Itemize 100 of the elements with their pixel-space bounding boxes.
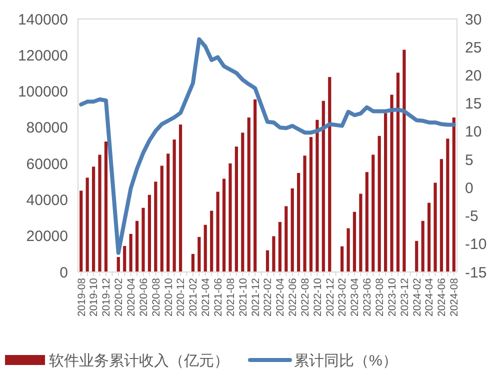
x-tick-label: 2022-02 xyxy=(262,278,274,317)
bar xyxy=(228,163,232,272)
y2-tick-label: 0 xyxy=(465,180,474,197)
x-tick-label: 2023-02 xyxy=(336,278,349,317)
x-tick-label: 2021-10 xyxy=(237,278,250,317)
bar xyxy=(172,140,176,272)
bar xyxy=(92,166,96,272)
y2-tick-label: -15 xyxy=(465,264,487,282)
bar xyxy=(365,172,368,272)
x-tick-label: 2019-08 xyxy=(76,278,88,317)
bar xyxy=(116,257,120,272)
bar xyxy=(234,146,238,272)
x-tick-label: 2023-10 xyxy=(386,278,398,317)
x-tick-label: 2021-06 xyxy=(212,278,224,317)
x-tick-label: 2023-12 xyxy=(398,278,411,317)
x-tick-label: 2019-10 xyxy=(88,278,100,317)
bar xyxy=(284,206,288,272)
x-tick-label: 2021-04 xyxy=(200,278,212,317)
x-tick-label: 2022-12 xyxy=(324,278,336,317)
x-tick-label: 2023-08 xyxy=(374,278,386,317)
y-tick-label: 20000 xyxy=(26,228,68,246)
bar xyxy=(415,240,418,272)
bar xyxy=(80,190,83,272)
bar xyxy=(148,194,152,272)
bar xyxy=(440,159,444,272)
bar xyxy=(160,166,164,272)
bar xyxy=(328,77,332,272)
line-series xyxy=(79,37,456,255)
x-tick-label: 2024-08 xyxy=(448,278,461,317)
x-tick-label: 2020-06 xyxy=(138,278,150,317)
x-tick-label: 2020-12 xyxy=(175,278,188,317)
bar xyxy=(396,72,400,272)
bar xyxy=(247,117,250,272)
y-tick-label: 0 xyxy=(60,264,68,282)
x-tick-label: 2020-02 xyxy=(113,278,126,317)
bar xyxy=(254,99,257,272)
y2-tick-label: -10 xyxy=(465,236,487,254)
bar xyxy=(378,136,381,272)
bar xyxy=(166,154,170,272)
bar xyxy=(216,192,220,272)
bar xyxy=(272,236,276,272)
bar xyxy=(390,94,394,272)
x-tick-label: 2020-10 xyxy=(162,278,175,317)
bar xyxy=(135,220,139,272)
legend-label: 累计同比（%） xyxy=(294,352,398,370)
y2-tick-label: 25 xyxy=(465,39,482,56)
bar xyxy=(129,234,132,272)
x-tick-label: 2020-08 xyxy=(150,278,162,317)
y-tick-label: 80000 xyxy=(26,120,68,137)
bar xyxy=(352,212,356,272)
bar xyxy=(191,254,194,272)
bar xyxy=(198,236,201,272)
y-tick-label: 60000 xyxy=(26,156,68,173)
bar xyxy=(210,210,214,272)
bar xyxy=(316,120,319,272)
y2-tick-label: -5 xyxy=(465,208,478,226)
bar xyxy=(384,113,388,272)
bar xyxy=(278,222,282,272)
bar xyxy=(266,250,270,272)
x-tick-label: 2022-04 xyxy=(274,278,287,317)
y-tick-label: 40000 xyxy=(26,192,68,209)
x-tick-label: 2021-02 xyxy=(188,278,200,317)
y2-tick-label: 5 xyxy=(465,152,474,169)
bar xyxy=(241,132,244,272)
bar xyxy=(452,117,456,272)
x-tick-label: 2021-12 xyxy=(250,278,262,317)
bar xyxy=(297,172,300,272)
x-tick-label: 2020-04 xyxy=(125,278,138,317)
bar xyxy=(104,142,108,272)
y2-tick-label: 10 xyxy=(465,124,482,141)
bar xyxy=(434,182,437,272)
bar xyxy=(204,224,207,272)
bar xyxy=(290,188,294,272)
bar xyxy=(402,50,406,272)
x-tick-label: 2022-06 xyxy=(287,278,300,317)
bar xyxy=(142,208,145,272)
bar xyxy=(359,194,362,272)
bar xyxy=(154,182,158,272)
bar xyxy=(427,202,431,272)
bar xyxy=(309,137,313,272)
x-tick-label: 2023-06 xyxy=(362,278,374,317)
bar xyxy=(421,220,424,272)
bar xyxy=(322,100,325,272)
x-tick-label: 2021-08 xyxy=(224,278,237,317)
y-tick-label: 100000 xyxy=(18,84,68,101)
x-tick-label: 2024-04 xyxy=(424,278,436,317)
y2-tick-label: 30 xyxy=(465,11,482,28)
x-tick-label: 2019-12 xyxy=(100,278,113,317)
y-tick-label: 120000 xyxy=(18,47,68,64)
x-tick-label: 2022-08 xyxy=(299,278,312,317)
legend-label: 软件业务累计收入（亿元） xyxy=(49,352,229,370)
bar xyxy=(340,246,344,272)
bar xyxy=(98,154,102,272)
bar xyxy=(303,156,306,272)
x-tick-label: 2022-10 xyxy=(312,278,324,317)
y2-tick-label: 20 xyxy=(465,67,482,84)
bar xyxy=(446,138,450,272)
x-tick-label: 2024-02 xyxy=(411,278,424,317)
y-tick-label: 140000 xyxy=(18,11,68,28)
bar xyxy=(86,178,89,272)
